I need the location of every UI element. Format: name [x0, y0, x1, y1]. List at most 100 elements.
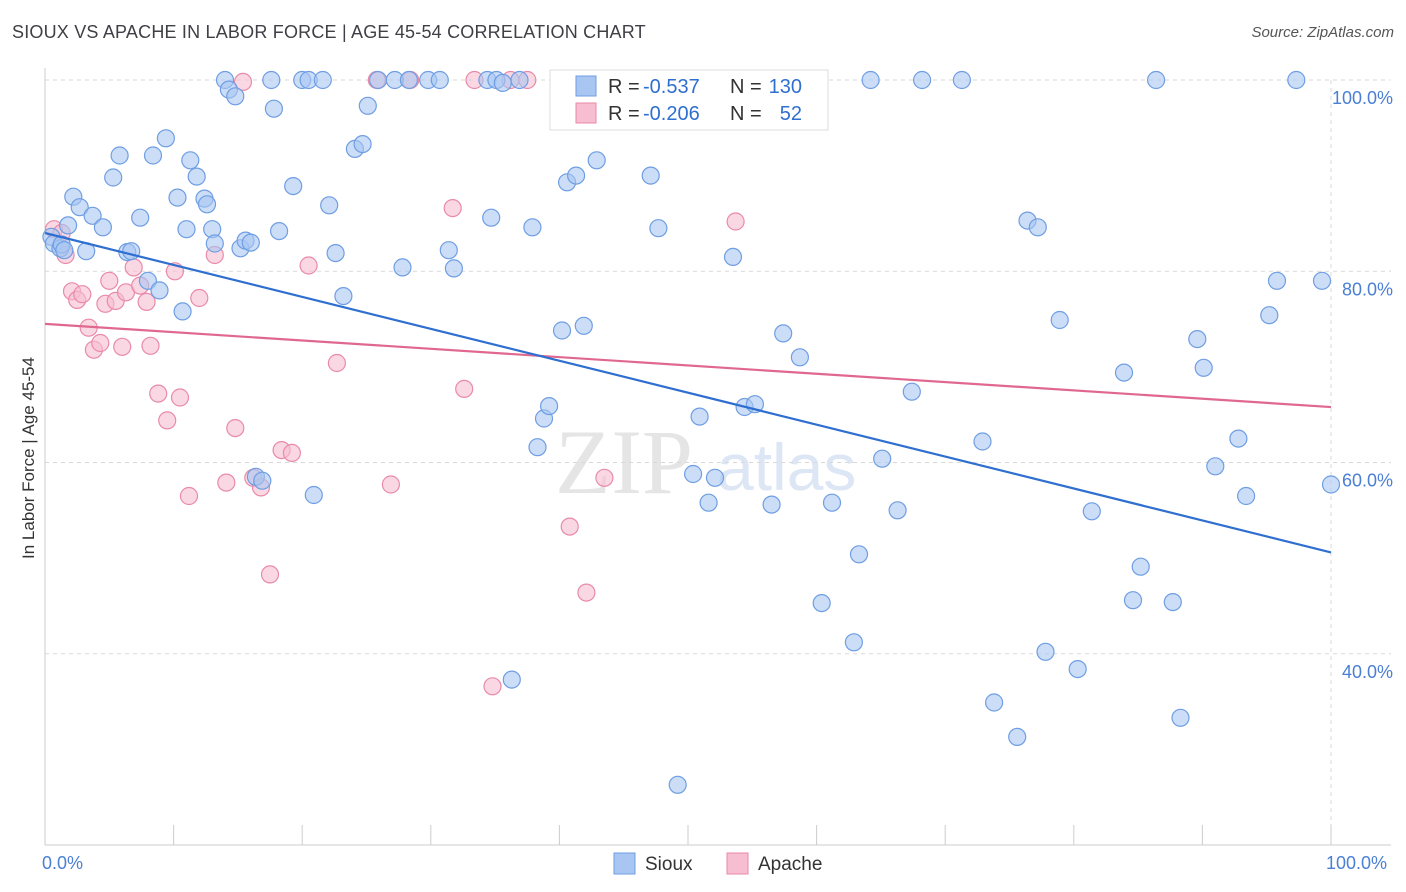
- sioux-point-38: [264, 99, 283, 118]
- sioux-point-86: [762, 495, 781, 514]
- sioux-point-112: [1163, 592, 1182, 612]
- sioux-point-83: [723, 247, 743, 266]
- chart-title: SIOUX VS APACHE IN LABOR FORCE | AGE 45-…: [12, 22, 646, 42]
- trend-lines: [44, 231, 1332, 554]
- sioux-point-78: [668, 775, 687, 794]
- sioux-point-87: [774, 324, 793, 343]
- legend-n-label-sioux: N =: [730, 76, 762, 98]
- sioux-point-9: [83, 206, 102, 225]
- apache-point-39: [455, 379, 474, 398]
- sioux-point-81: [699, 493, 718, 512]
- watermark-atlas: atlas: [717, 430, 856, 504]
- sioux-point-104: [1036, 642, 1055, 661]
- bottom-legend-label-apache: Apache: [758, 854, 822, 875]
- apache-points: [44, 70, 745, 696]
- sioux-point-92: [849, 545, 869, 564]
- sioux-point-105: [1050, 310, 1069, 330]
- sioux-point-58: [444, 259, 463, 278]
- apache-point-38: [443, 199, 462, 218]
- apache-point-19: [158, 411, 177, 430]
- apache-point-33: [299, 256, 318, 275]
- sioux-point-36: [253, 471, 272, 490]
- legend-r-label-apache: R =: [608, 103, 640, 125]
- sioux-point-79: [683, 464, 703, 484]
- bottom-legend-swatch-apache: [726, 852, 749, 875]
- series-legend: Sioux Apache: [613, 852, 822, 875]
- sioux-point-54: [399, 70, 418, 90]
- sioux-point-96: [902, 382, 921, 401]
- y-tick-label-60: 60.0%: [1342, 471, 1393, 491]
- legend-n-value-sioux: 130: [769, 76, 802, 98]
- sioux-point-56: [430, 70, 449, 90]
- sioux-point-117: [1229, 429, 1248, 448]
- sioux-point-37: [262, 70, 281, 90]
- apache-point-22: [179, 486, 199, 506]
- sioux-point-114: [1188, 330, 1207, 349]
- sioux-point-46: [326, 244, 345, 263]
- sioux-point-90: [822, 493, 842, 512]
- sioux-point-12: [110, 146, 129, 165]
- apache-point-17: [141, 336, 160, 355]
- apache-point-32: [282, 443, 301, 462]
- sioux-point-24: [187, 167, 206, 186]
- sioux-point-72: [574, 316, 593, 335]
- sioux-point-18: [150, 281, 169, 300]
- sioux-point-66: [528, 438, 547, 457]
- sioux-point-45: [320, 196, 339, 215]
- apache-point-12: [113, 337, 132, 356]
- apache-point-36: [381, 475, 400, 494]
- stats-legend: R = -0.537 N = 130 R = -0.206 N = 52: [549, 69, 829, 131]
- sioux-point-123: [1321, 475, 1341, 494]
- axes: [44, 68, 1391, 846]
- apache-point-46: [595, 468, 614, 487]
- apache-point-16: [137, 292, 156, 311]
- apache-point-51: [726, 212, 745, 231]
- apache-point-41: [483, 677, 502, 696]
- sioux-trend-line: [44, 231, 1332, 554]
- y-tick-label-100: 100.0%: [1332, 88, 1393, 108]
- sioux-point-39: [270, 222, 289, 241]
- apache-point-8: [91, 333, 110, 353]
- legend-swatch-apache: [575, 102, 597, 124]
- sioux-point-73: [587, 151, 606, 170]
- apache-point-14: [124, 258, 143, 277]
- legend-n-label-apache: N =: [730, 103, 762, 125]
- sioux-point-57: [439, 241, 458, 260]
- y-tick-labels: 40.0% 60.0% 80.0% 100.0%: [1332, 88, 1393, 682]
- sioux-point-119: [1260, 306, 1279, 325]
- sioux-point-34: [241, 233, 260, 252]
- sioux-point-88: [790, 348, 810, 367]
- sioux-point-7: [70, 198, 89, 217]
- sioux-point-15: [131, 208, 150, 227]
- sioux-points: [42, 70, 1341, 794]
- sioux-point-77: [649, 219, 668, 238]
- legend-r-label-sioux: R =: [608, 76, 640, 98]
- sioux-point-63: [502, 670, 521, 689]
- bottom-legend-swatch-sioux: [613, 852, 636, 875]
- sioux-point-101: [1008, 727, 1027, 747]
- sioux-point-111: [1146, 70, 1166, 90]
- sioux-point-50: [358, 96, 377, 115]
- sioux-point-14: [122, 242, 141, 261]
- sioux-point-5: [58, 216, 78, 235]
- sioux-point-21: [173, 302, 192, 321]
- sioux-point-122: [1312, 271, 1332, 290]
- sioux-point-19: [156, 129, 175, 148]
- x-tick-label-left: 0.0%: [42, 853, 83, 873]
- sioux-point-51: [369, 70, 388, 90]
- sioux-point-98: [952, 70, 972, 90]
- legend-n-value-apache: 52: [780, 103, 802, 125]
- apache-point-27: [233, 72, 253, 92]
- legend-swatch-sioux: [575, 75, 597, 97]
- sioux-point-43: [304, 485, 323, 505]
- sioux-point-62: [493, 73, 512, 93]
- sioux-point-94: [873, 449, 892, 468]
- sioux-point-109: [1123, 591, 1143, 610]
- sioux-point-23: [181, 151, 200, 170]
- apache-point-25: [217, 473, 236, 492]
- apache-point-21: [170, 388, 190, 407]
- sioux-point-116: [1206, 457, 1225, 476]
- sioux-point-110: [1131, 557, 1150, 576]
- sioux-point-28: [205, 234, 224, 253]
